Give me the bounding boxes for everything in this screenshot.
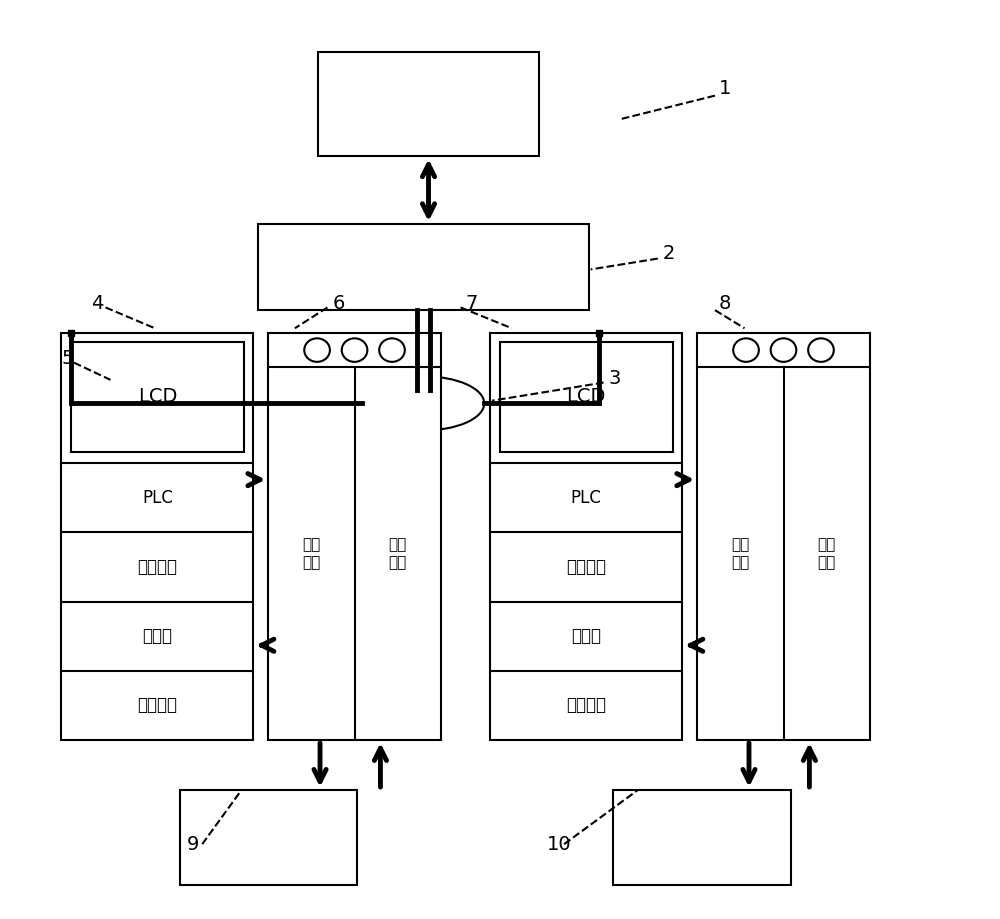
Text: 4: 4 xyxy=(91,294,103,313)
Text: 10: 10 xyxy=(547,834,572,854)
Text: 继电器: 继电器 xyxy=(142,628,172,645)
Bar xyxy=(697,333,870,740)
Text: 光电
隔离: 光电 隔离 xyxy=(818,538,836,570)
Text: 5: 5 xyxy=(61,348,74,368)
Ellipse shape xyxy=(362,376,484,430)
Text: 气电
转换: 气电 转换 xyxy=(302,538,321,570)
Text: 2: 2 xyxy=(663,244,675,263)
Bar xyxy=(61,333,253,740)
Bar xyxy=(180,789,357,885)
Text: 隔离电源: 隔离电源 xyxy=(566,697,606,714)
Bar xyxy=(258,224,589,310)
Bar xyxy=(490,333,682,740)
Text: 光电
转换: 光电 转换 xyxy=(731,538,749,570)
Bar xyxy=(613,789,791,885)
Text: 继电器: 继电器 xyxy=(571,628,601,645)
Text: PLC: PLC xyxy=(571,489,602,506)
Text: 6: 6 xyxy=(332,294,345,313)
Text: 过压保护: 过压保护 xyxy=(137,558,177,576)
Text: 过压保护: 过压保护 xyxy=(566,558,606,576)
Text: LCD: LCD xyxy=(138,387,177,406)
Text: 隔离电源: 隔离电源 xyxy=(137,697,177,714)
Text: 9: 9 xyxy=(186,834,199,854)
Text: LCD: LCD xyxy=(567,387,606,406)
Text: 3: 3 xyxy=(608,369,621,388)
Bar xyxy=(318,52,539,156)
Bar xyxy=(500,342,673,452)
Bar xyxy=(268,333,441,740)
Text: 1: 1 xyxy=(719,79,731,98)
Text: 7: 7 xyxy=(465,294,478,313)
Text: 气路
控制: 气路 控制 xyxy=(389,538,407,570)
Bar xyxy=(71,342,244,452)
Text: PLC: PLC xyxy=(142,489,173,506)
Text: 8: 8 xyxy=(719,294,731,313)
